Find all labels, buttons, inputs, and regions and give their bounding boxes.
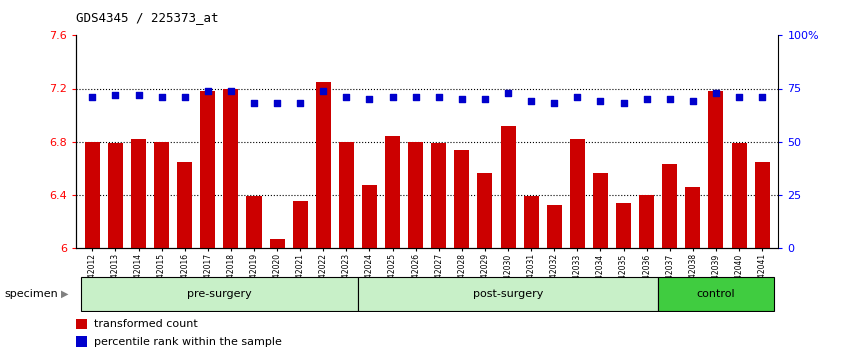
Bar xyxy=(640,195,654,248)
Bar xyxy=(80,277,358,311)
Bar xyxy=(177,161,192,248)
Point xyxy=(663,96,677,102)
Point xyxy=(455,96,469,102)
Point xyxy=(316,88,330,93)
Bar xyxy=(662,164,678,248)
Point xyxy=(432,94,446,100)
Point xyxy=(178,94,191,100)
Point xyxy=(294,101,307,106)
Bar xyxy=(755,161,770,248)
Text: post-surgery: post-surgery xyxy=(473,289,543,299)
Text: specimen: specimen xyxy=(4,289,58,299)
Text: transformed count: transformed count xyxy=(94,319,197,329)
Point xyxy=(733,94,746,100)
Text: GDS4345 / 225373_at: GDS4345 / 225373_at xyxy=(76,11,218,24)
Point xyxy=(755,94,769,100)
Point xyxy=(709,90,722,96)
Bar xyxy=(477,173,492,248)
Point xyxy=(686,98,700,104)
Bar xyxy=(246,196,261,248)
Point xyxy=(409,94,422,100)
Point xyxy=(570,94,584,100)
Point xyxy=(155,94,168,100)
Bar xyxy=(454,150,470,248)
Bar xyxy=(85,142,100,248)
Point xyxy=(247,101,261,106)
Bar xyxy=(685,187,700,248)
Bar xyxy=(270,239,284,248)
Text: percentile rank within the sample: percentile rank within the sample xyxy=(94,337,282,347)
Point xyxy=(478,96,492,102)
Point xyxy=(617,101,630,106)
Point xyxy=(108,92,122,98)
Point xyxy=(386,94,399,100)
Bar xyxy=(501,126,515,248)
Point xyxy=(85,94,99,100)
Bar xyxy=(223,88,239,248)
Bar xyxy=(732,143,746,248)
Point xyxy=(339,94,353,100)
Text: pre-surgery: pre-surgery xyxy=(187,289,252,299)
Point xyxy=(525,98,538,104)
Point xyxy=(594,98,607,104)
Bar xyxy=(431,143,447,248)
Bar xyxy=(76,319,86,329)
Bar xyxy=(593,173,608,248)
Bar xyxy=(362,185,377,248)
Point xyxy=(363,96,376,102)
Point xyxy=(201,88,215,93)
Bar xyxy=(358,277,658,311)
Bar xyxy=(154,142,169,248)
Point xyxy=(271,101,284,106)
Bar xyxy=(658,277,774,311)
Bar xyxy=(547,205,562,248)
Point xyxy=(502,90,515,96)
Bar xyxy=(570,139,585,248)
Text: control: control xyxy=(696,289,735,299)
Bar xyxy=(293,201,308,248)
Bar xyxy=(708,91,723,248)
Bar xyxy=(201,91,215,248)
Point xyxy=(224,88,238,93)
Bar xyxy=(339,142,354,248)
Point xyxy=(547,101,561,106)
Bar xyxy=(316,82,331,248)
Bar xyxy=(108,143,123,248)
Bar xyxy=(408,142,423,248)
Text: ▶: ▶ xyxy=(61,289,69,299)
Bar xyxy=(385,136,400,248)
Bar xyxy=(131,139,146,248)
Bar xyxy=(76,336,86,347)
Point xyxy=(640,96,653,102)
Bar xyxy=(524,196,539,248)
Point xyxy=(132,92,146,98)
Bar xyxy=(616,203,631,248)
